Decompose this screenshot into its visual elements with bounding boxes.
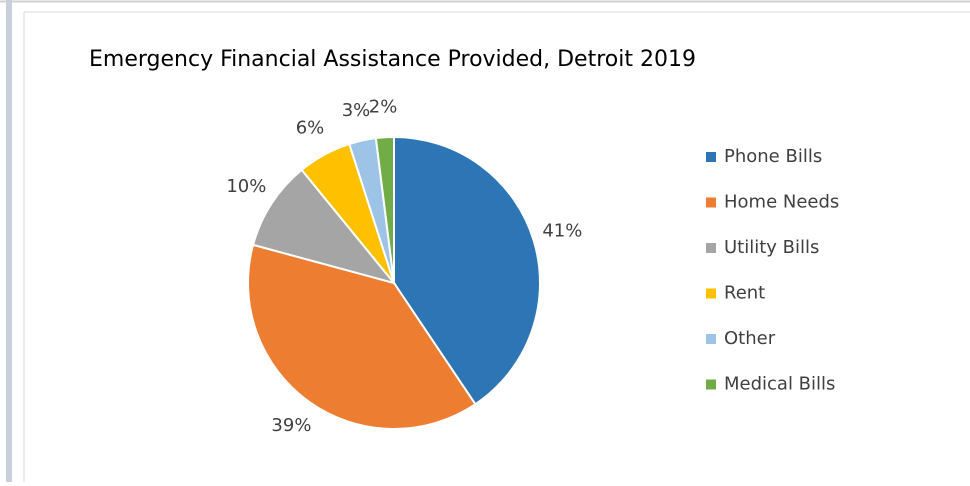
data-label: 39% <box>271 415 311 436</box>
legend-marker <box>706 197 716 208</box>
data-label: 3% <box>342 100 371 121</box>
chart-title: Emergency Financial Assistance Provided,… <box>89 47 696 72</box>
pie-slice <box>247 243 477 430</box>
pie-slice <box>251 168 397 285</box>
data-label: 6% <box>296 117 325 138</box>
data-label: 41% <box>542 221 582 242</box>
frame-left <box>6 0 12 482</box>
legend-label: Utility Bills <box>724 237 819 258</box>
pie-slice <box>393 135 541 406</box>
data-label: 2% <box>369 96 398 117</box>
legend-marker <box>706 379 716 390</box>
legend-label: Rent <box>724 283 765 304</box>
legend-label: Home Needs <box>724 192 839 213</box>
legend-marker <box>706 334 716 344</box>
legend-label: Phone Bills <box>724 146 822 167</box>
legend-label: Other <box>724 328 776 349</box>
legend-marker <box>706 243 716 253</box>
legend-marker <box>706 288 716 299</box>
legend-marker <box>706 152 716 162</box>
legend-label: Medical Bills <box>724 374 835 395</box>
data-label: 10% <box>226 176 266 197</box>
pie-slice <box>374 135 395 284</box>
